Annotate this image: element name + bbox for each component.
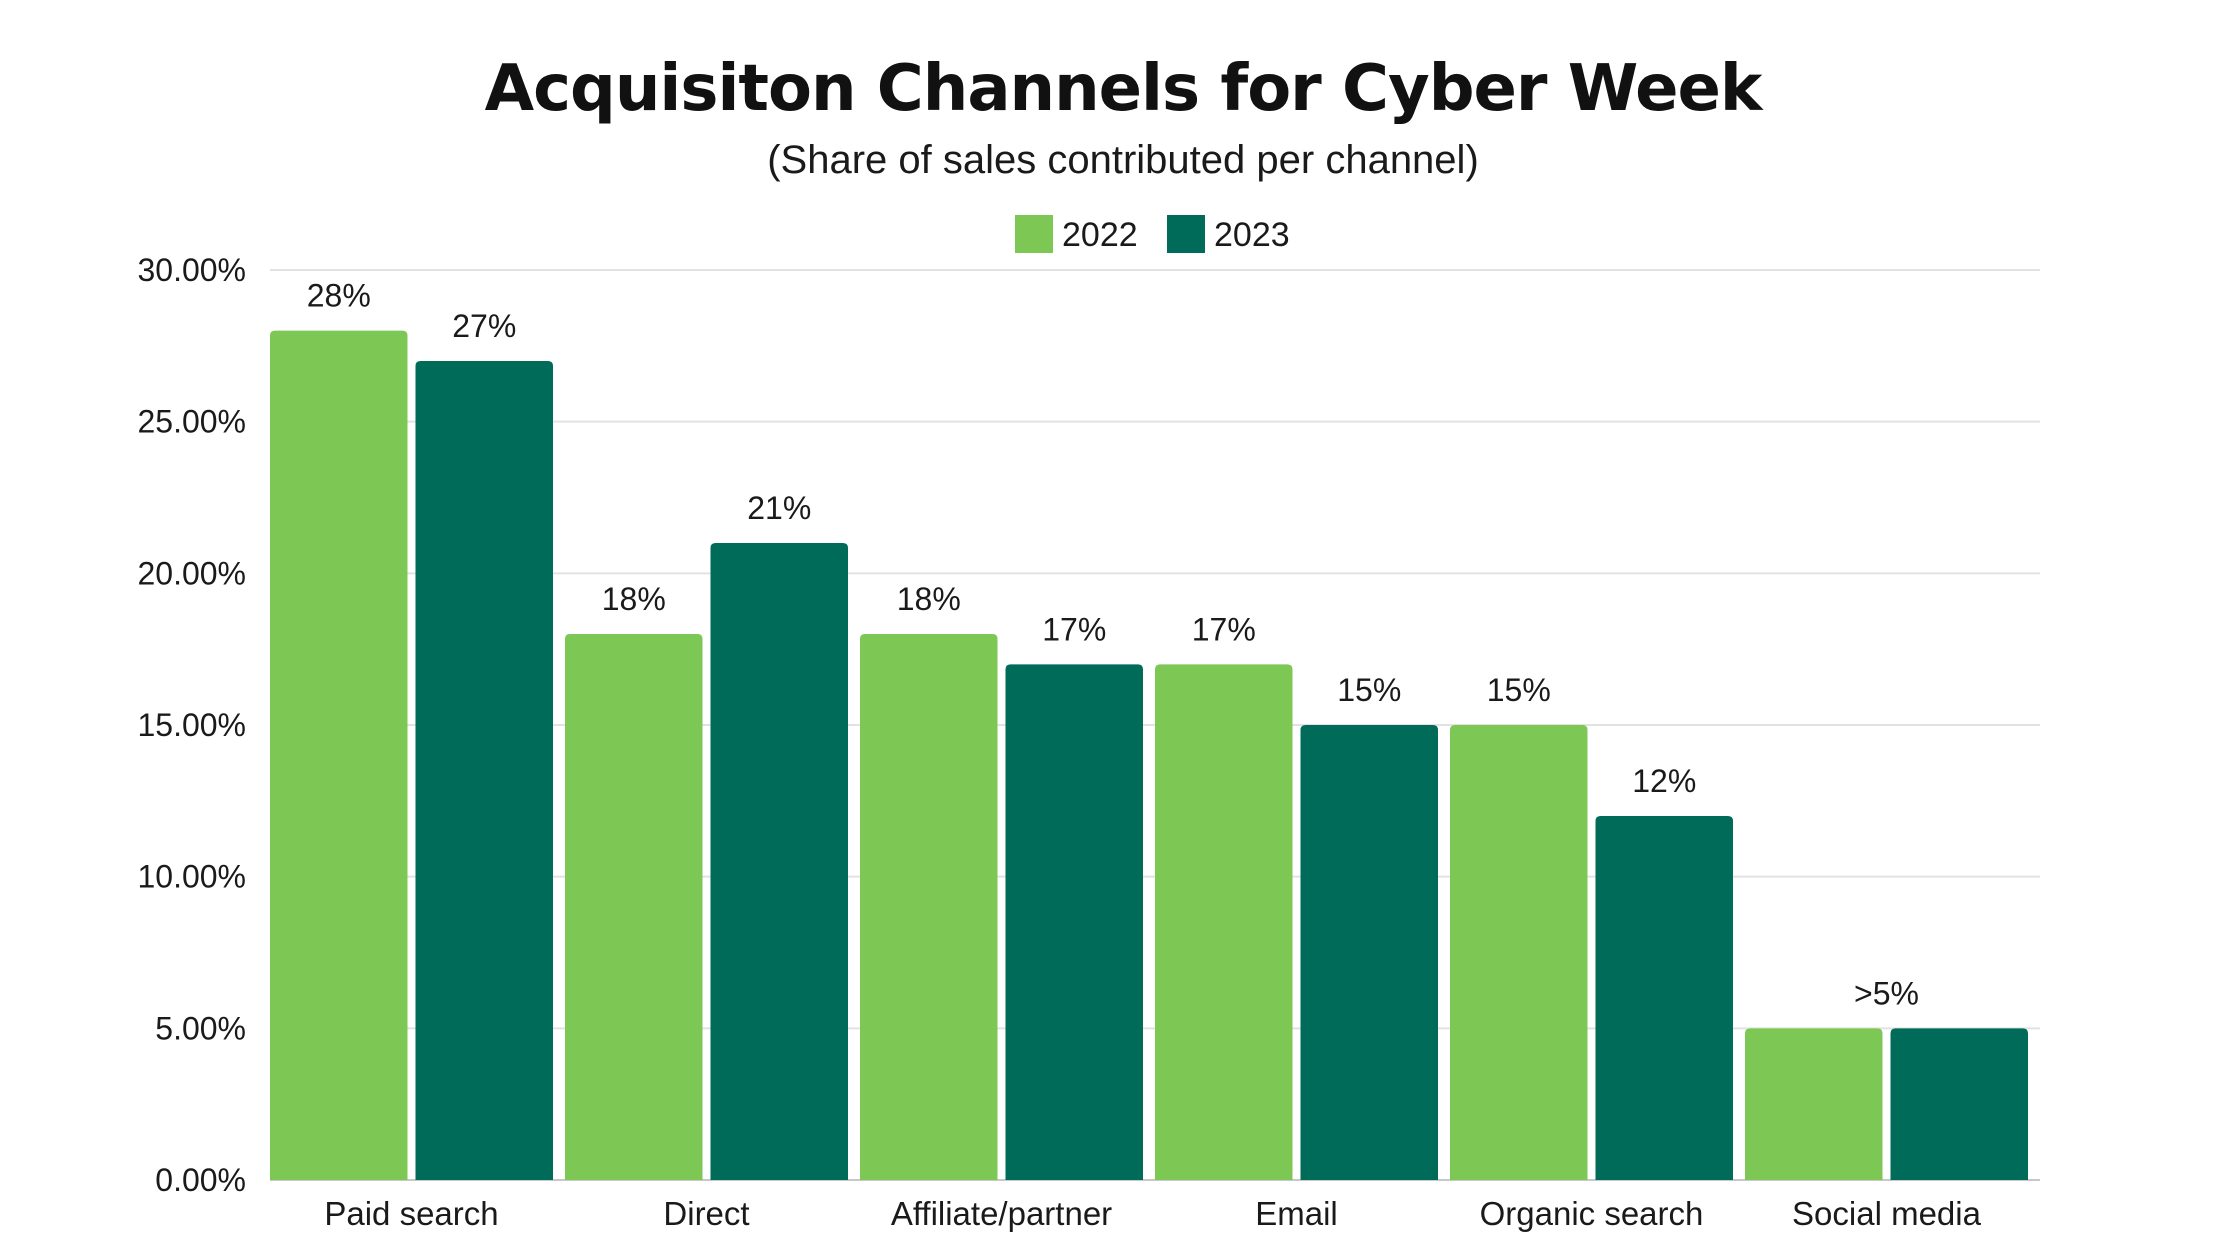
bar-2023-paid-search (415, 361, 553, 1180)
data-label: 12% (1632, 763, 1696, 799)
bar-2023-organic-search (1595, 816, 1733, 1180)
x-tick-label: Organic search (1480, 1195, 1704, 1232)
bars (270, 330, 2028, 1181)
data-label: 17% (1192, 611, 1256, 647)
group-data-label: >5% (1854, 975, 1919, 1011)
data-label: 28% (307, 278, 371, 314)
bar-2022-organic-search (1450, 725, 1588, 1180)
data-labels: 28% 27% 18% 21% 18% 17% 17% 15% 15% 12% >5% (307, 278, 1919, 1012)
x-axis: Paid search Direct Affiliate/partner Email O… (324, 1195, 1981, 1232)
data-label: 27% (452, 308, 516, 344)
data-label: 15% (1337, 672, 1401, 708)
legend-label: 2022 (1062, 216, 1138, 254)
data-label: 17% (1042, 611, 1106, 647)
bar-2023-affiliate-partner (1005, 664, 1143, 1180)
data-label: 18% (602, 581, 666, 617)
bar-2022-affiliate-partner (860, 634, 998, 1180)
y-tick-label: 30.00% (137, 252, 246, 288)
y-tick-label: 15.00% (137, 707, 246, 743)
chart-title: Acquisiton Channels for Cyber Week (485, 52, 1764, 126)
data-label: 21% (747, 490, 811, 526)
y-tick-label: 20.00% (137, 555, 246, 591)
legend: 2022 2023 (1015, 215, 1290, 254)
legend-swatch-2022 (1015, 215, 1053, 253)
bar-2022-social-media (1745, 1028, 1883, 1180)
y-tick-label: 25.00% (137, 404, 246, 440)
bar-2023-direct (710, 543, 848, 1180)
bar-2023-email (1300, 725, 1438, 1180)
bar-2022-email (1155, 664, 1293, 1180)
chart-subtitle: (Share of sales contributed per channel) (767, 138, 1479, 182)
y-axis: 0.00% 5.00% 10.00% 15.00% 20.00% 25.00% 30.00% (137, 252, 246, 1198)
data-label: 15% (1487, 672, 1551, 708)
data-label: 18% (897, 581, 961, 617)
y-tick-label: 5.00% (155, 1010, 246, 1046)
x-tick-label: Affiliate/partner (891, 1195, 1112, 1232)
bar-2023-social-media (1890, 1028, 2028, 1180)
x-tick-label: Direct (663, 1195, 749, 1232)
y-tick-label: 0.00% (155, 1162, 246, 1198)
y-tick-label: 10.00% (137, 859, 246, 895)
bar-2022-direct (565, 634, 703, 1180)
legend-swatch-2023 (1167, 215, 1205, 253)
x-tick-label: Social media (1792, 1195, 1982, 1232)
bar-2022-paid-search (270, 330, 408, 1181)
x-tick-label: Email (1255, 1195, 1338, 1232)
legend-label: 2023 (1214, 216, 1290, 254)
x-tick-label: Paid search (324, 1195, 498, 1232)
